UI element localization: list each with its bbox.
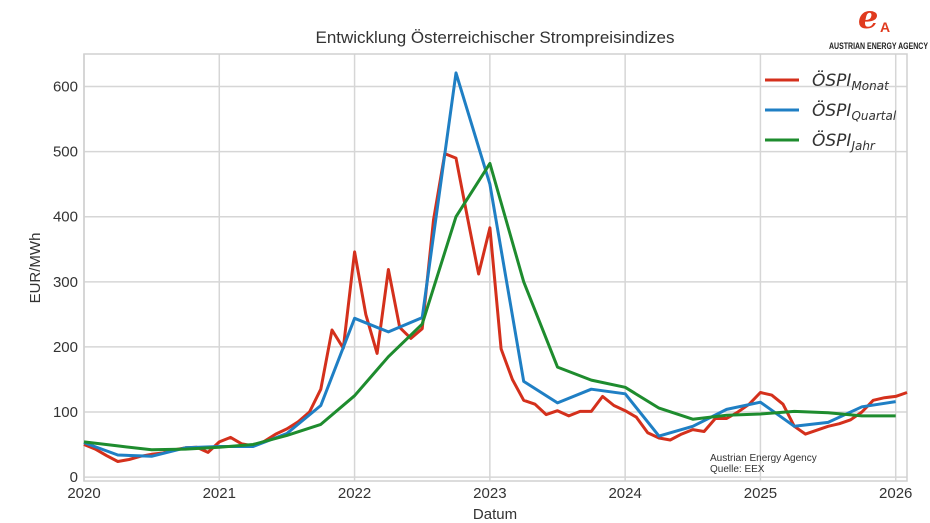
annotation-agency: Austrian Energy Agency	[710, 453, 817, 464]
legend-label-subscript: Jahr	[849, 139, 875, 153]
grid	[83, 54, 907, 481]
logo: e A AUSTRIAN ENERGY AGENCY	[829, 0, 928, 51]
y-tick-labels: 0 100 200 300 400 500 600	[53, 79, 78, 487]
legend-label-main: ÖSPI	[812, 99, 851, 121]
x-tick-label: 2026	[879, 485, 912, 502]
x-tick-label: 2021	[203, 485, 236, 502]
legend-label-monat: ÖSPIMonat	[812, 69, 890, 93]
x-tick-labels: 2020 2021 2022 2023 2024 2025 2026	[67, 485, 912, 502]
x-tick-label: 2022	[338, 485, 371, 502]
series-line-monat	[83, 152, 908, 463]
legend-label-main: ÖSPI	[812, 69, 851, 91]
legend-label-jahr: ÖSPIJahr	[812, 129, 876, 153]
y-tick-label: 100	[53, 404, 78, 421]
x-tick-label: 2025	[744, 485, 777, 502]
chart-title: Entwicklung Österreichischer Strompreisi…	[315, 28, 674, 47]
legend-label-subscript: Quartal	[851, 109, 896, 123]
y-tick-label: 500	[53, 144, 78, 161]
y-tick-label: 300	[53, 274, 78, 291]
x-tick-label: 2023	[473, 485, 506, 502]
annotation-source: Quelle: EEX	[710, 464, 765, 475]
y-tick-label: 600	[53, 79, 78, 96]
y-tick-label: 0	[70, 469, 78, 486]
y-tick-label: 400	[53, 209, 78, 226]
y-axis-label: EUR/MWh	[27, 233, 44, 304]
logo-text: AUSTRIAN ENERGY AGENCY	[829, 41, 928, 51]
plot-frame	[83, 53, 908, 482]
x-tick-label: 2020	[67, 485, 100, 502]
y-tick-label: 200	[53, 339, 78, 356]
legend-label-main: ÖSPI	[812, 129, 851, 151]
legend-label-quartal: ÖSPIQuartal	[812, 99, 897, 123]
x-tick-label: 2024	[608, 485, 641, 502]
legend-label-subscript: Monat	[851, 79, 890, 93]
logo-mark-a: A	[880, 19, 890, 35]
x-axis-label: Datum	[473, 506, 517, 523]
logo-mark: e	[858, 0, 878, 36]
series-group	[83, 71, 908, 463]
